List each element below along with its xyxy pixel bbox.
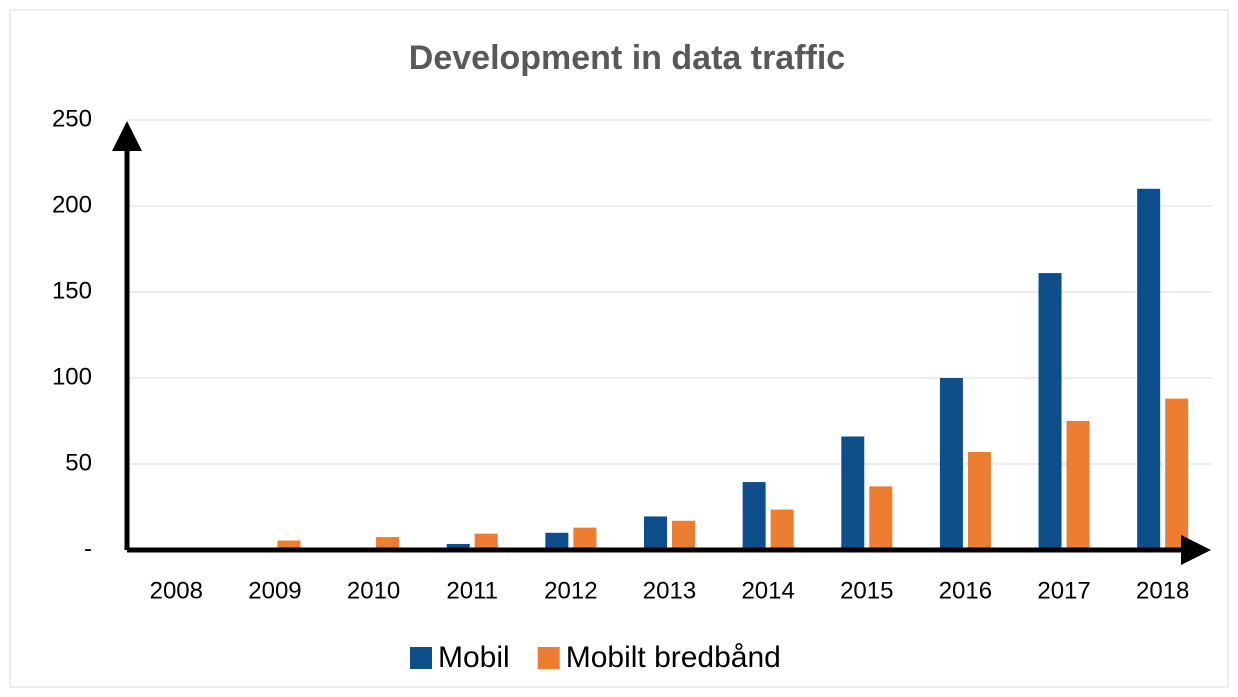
y-tick-label: 150 [52,277,92,304]
x-tick-label: 2016 [939,577,992,604]
y-tick-label: 200 [52,191,92,218]
x-tick-label: 2012 [544,577,597,604]
legend-swatch [537,647,560,669]
legend-label: Mobil [438,641,510,674]
bar [672,520,695,550]
y-tick-label: 100 [52,363,92,390]
x-tick-label: 2015 [840,577,893,604]
bar [446,543,470,550]
bar [967,451,991,550]
legend-swatch [410,647,432,669]
bar [1038,273,1062,550]
x-tick-label: 2008 [150,577,203,604]
chart-frame [9,9,1229,688]
legend-label: Mobilt bredbånd [566,641,781,674]
labels: - 50 100 150 200 250 2008 2009 2010 2011 2012 2013 2… [52,105,1189,674]
bar [545,532,569,550]
bar [277,540,301,550]
bar [841,436,865,550]
bar [376,537,400,550]
bar [1066,421,1090,550]
y-tick-label: 50 [65,449,92,476]
x-tick-label: 2013 [643,577,696,604]
bar [770,509,794,550]
bar [1165,398,1189,550]
bar [573,527,597,550]
x-tick-label: 2014 [741,577,794,604]
y-tick-label: - [84,535,92,562]
x-tick-label: 2009 [248,577,301,604]
bars [150,188,1189,551]
chart-title: Development in data traffic [409,39,845,77]
x-tick-label: 2011 [446,577,498,604]
bar [939,378,963,550]
bar [742,482,766,550]
x-tick-label: 2010 [347,577,400,604]
bar [644,516,667,550]
x-tick-label: 2018 [1136,577,1189,604]
bar [1137,188,1161,551]
bar [869,486,893,550]
bar [474,533,498,550]
y-tick-label: 250 [52,105,92,132]
x-tick-label: 2017 [1037,577,1090,604]
